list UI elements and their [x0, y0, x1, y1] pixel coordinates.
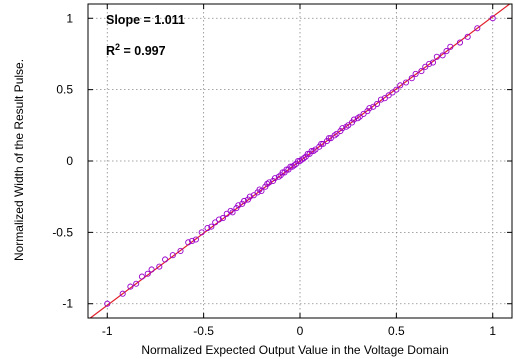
data-point — [287, 163, 294, 170]
r2-prefix: R — [106, 44, 115, 58]
data-point — [216, 216, 223, 223]
data-point — [402, 79, 410, 86]
data-point — [204, 225, 211, 232]
data-point — [429, 59, 437, 66]
data-point — [393, 86, 400, 93]
data-point — [443, 48, 450, 55]
data-point — [374, 100, 381, 107]
data-point — [198, 229, 205, 236]
data-point — [258, 187, 265, 195]
x-axis-label: Normalized Expected Output Value in the … — [141, 343, 448, 357]
data-point — [235, 202, 242, 209]
axis-ticks — [88, 4, 512, 318]
data-point — [489, 15, 496, 22]
data-point — [283, 166, 290, 173]
data-point — [148, 266, 155, 273]
data-point — [266, 179, 273, 186]
data-point — [162, 256, 169, 263]
data-point — [119, 290, 126, 297]
data-point — [381, 95, 388, 102]
data-point — [426, 60, 433, 67]
data-point — [464, 33, 471, 40]
data-point — [377, 96, 384, 103]
data-point — [308, 147, 315, 155]
data-point — [304, 150, 311, 157]
data-point — [385, 92, 392, 99]
x-tick-label: 1 — [489, 324, 496, 338]
r2-superscript: 2 — [115, 42, 120, 52]
data-point — [279, 169, 286, 176]
y-tick-labels: -1 -0.5 0 0.5 1 — [52, 11, 73, 310]
data-point — [366, 105, 373, 112]
y-tick-label: -0.5 — [52, 225, 73, 239]
data-point — [339, 125, 346, 132]
data-point — [318, 140, 325, 147]
data-point — [144, 270, 151, 277]
data-point — [418, 68, 425, 75]
x-tick-label: 0.5 — [388, 324, 405, 338]
y-tick-label: 0 — [66, 154, 73, 168]
data-point — [271, 175, 278, 182]
slope-annotation: Slope = 1.011 — [106, 13, 185, 27]
data-point — [169, 252, 176, 259]
x-tick-label: 0 — [297, 324, 304, 338]
data-point — [350, 116, 358, 123]
y-tick-label: 1 — [66, 11, 73, 25]
data-point — [408, 75, 415, 82]
r2-value: = 0.997 — [120, 44, 166, 58]
data-point — [241, 197, 248, 205]
x-tick-label: -0.5 — [193, 324, 214, 338]
data-point — [133, 280, 140, 287]
data-point — [156, 263, 163, 270]
data-point — [208, 223, 215, 230]
data-point — [189, 237, 196, 244]
y-tick-label: -1 — [62, 297, 73, 311]
data-point — [138, 273, 146, 280]
data-point — [397, 82, 404, 89]
data-point — [295, 157, 302, 165]
data-point — [356, 113, 363, 120]
x-tick-labels: -1 -0.5 0 0.5 1 — [102, 324, 496, 338]
data-point — [212, 219, 219, 226]
y-tick-label: 0.5 — [56, 83, 73, 97]
data-point — [325, 135, 332, 142]
data-point — [412, 70, 419, 77]
data-point — [474, 25, 481, 32]
data-point — [312, 146, 319, 153]
data-point — [185, 239, 192, 246]
data-point — [327, 135, 334, 142]
grid-lines — [88, 4, 512, 318]
data-point — [320, 140, 327, 147]
data-point — [246, 193, 253, 200]
data-point — [360, 110, 367, 117]
data-point — [223, 210, 230, 217]
data-points — [104, 15, 496, 307]
data-point — [127, 283, 134, 290]
data-point — [192, 236, 199, 243]
data-point — [177, 247, 184, 254]
data-point — [333, 130, 340, 137]
x-tick-label: -1 — [102, 324, 113, 338]
data-point — [389, 89, 396, 96]
data-point — [250, 192, 257, 199]
data-point — [422, 63, 429, 70]
data-point — [433, 53, 440, 60]
data-point — [345, 122, 352, 129]
data-point — [456, 39, 464, 46]
r2-annotation: R2 = 0.997 — [106, 42, 166, 58]
y-axis-label: Normalized Width of the Result Pulse. — [12, 59, 26, 261]
data-point — [229, 209, 236, 216]
data-point — [439, 52, 446, 59]
data-point — [104, 300, 111, 307]
data-point — [370, 103, 377, 110]
data-point — [219, 215, 226, 222]
data-point — [447, 43, 454, 50]
